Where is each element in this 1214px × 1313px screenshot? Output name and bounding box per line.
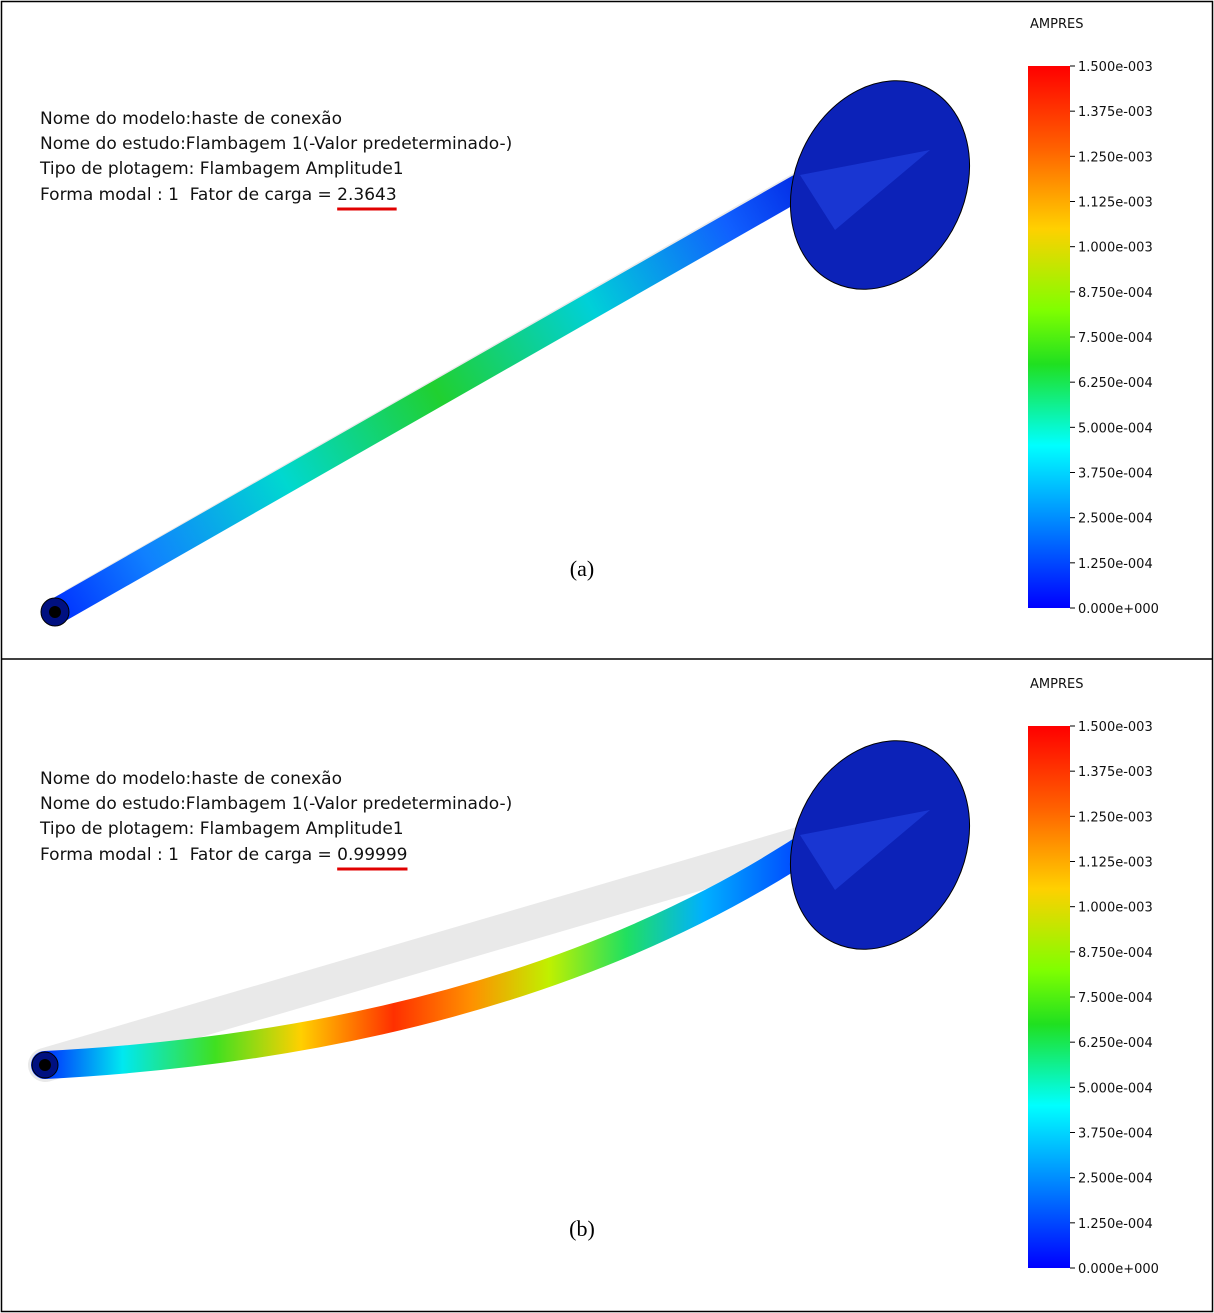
legend-title: AMPRES <box>1030 17 1083 32</box>
page: Nome do modelo:haste de conexão Nome do e… <box>0 0 1214 1313</box>
load-factor: 0.99999 <box>337 845 407 865</box>
legend-label: 1.500e-003 <box>1078 720 1153 735</box>
mode-label: Forma modal : 1 Fator de carga = <box>40 185 337 205</box>
legend-label: 6.250e-004 <box>1078 376 1153 391</box>
legend-label: 1.375e-003 <box>1078 105 1153 120</box>
legend-label: 0.000e+000 <box>1078 1262 1159 1277</box>
legend-label: 1.000e-003 <box>1078 241 1153 256</box>
info-line: Tipo de plotagem: Flambagem Amplitude1 <box>39 819 404 839</box>
legend-label: 1.125e-003 <box>1078 856 1153 871</box>
legend-label: 1.500e-003 <box>1078 60 1153 75</box>
legend-label: 1.250e-004 <box>1078 1217 1153 1232</box>
info-line: Nome do modelo:haste de conexão <box>40 769 342 789</box>
model-b <box>32 711 1003 1078</box>
legend-label: 5.000e-004 <box>1078 421 1153 436</box>
figure: Nome do modelo:haste de conexão Nome do e… <box>0 0 1214 1313</box>
legend-label: 2.500e-004 <box>1078 512 1153 527</box>
legend-label: 1.250e-003 <box>1078 810 1153 825</box>
legend-title: AMPRES <box>1030 677 1083 692</box>
legend-label: 1.375e-003 <box>1078 765 1153 780</box>
legend-label: 5.000e-004 <box>1078 1081 1153 1096</box>
info-line: Forma modal : 1 Fator de carga = 0.99999 <box>40 845 407 865</box>
legend-label: 3.750e-004 <box>1078 1127 1153 1142</box>
mode-label: Forma modal : 1 Fator de carga = <box>40 845 337 865</box>
legend-label: 1.125e-003 <box>1078 196 1153 211</box>
legend-label: 0.000e+000 <box>1078 602 1159 617</box>
caption: (b) <box>569 1216 595 1241</box>
info-line: Nome do estudo:Flambagem 1(-Valor predet… <box>40 794 512 814</box>
caption: (a) <box>570 556 594 581</box>
legend-label: 1.250e-004 <box>1078 557 1153 572</box>
color-bar <box>1028 726 1070 1268</box>
info-line: Nome do modelo:haste de conexão <box>40 109 342 129</box>
legend-label: 8.750e-004 <box>1078 286 1153 301</box>
legend-label: 7.500e-004 <box>1078 331 1153 346</box>
load-factor: 2.3643 <box>337 185 396 205</box>
legend-label: 6.250e-004 <box>1078 1036 1153 1051</box>
info-line: Nome do estudo:Flambagem 1(-Valor predet… <box>40 134 512 154</box>
legend-label: 7.500e-004 <box>1078 991 1153 1006</box>
legend-label: 8.750e-004 <box>1078 946 1153 961</box>
legend-label: 1.250e-003 <box>1078 150 1153 165</box>
info-line: Tipo de plotagem: Flambagem Amplitude1 <box>39 159 404 179</box>
info-line: Forma modal : 1 Fator de carga = 2.3643 <box>40 185 397 205</box>
legend-label: 2.500e-004 <box>1078 1172 1153 1187</box>
color-bar <box>1028 66 1070 608</box>
legend-label: 1.000e-003 <box>1078 901 1153 916</box>
legend-label: 3.750e-004 <box>1078 467 1153 482</box>
